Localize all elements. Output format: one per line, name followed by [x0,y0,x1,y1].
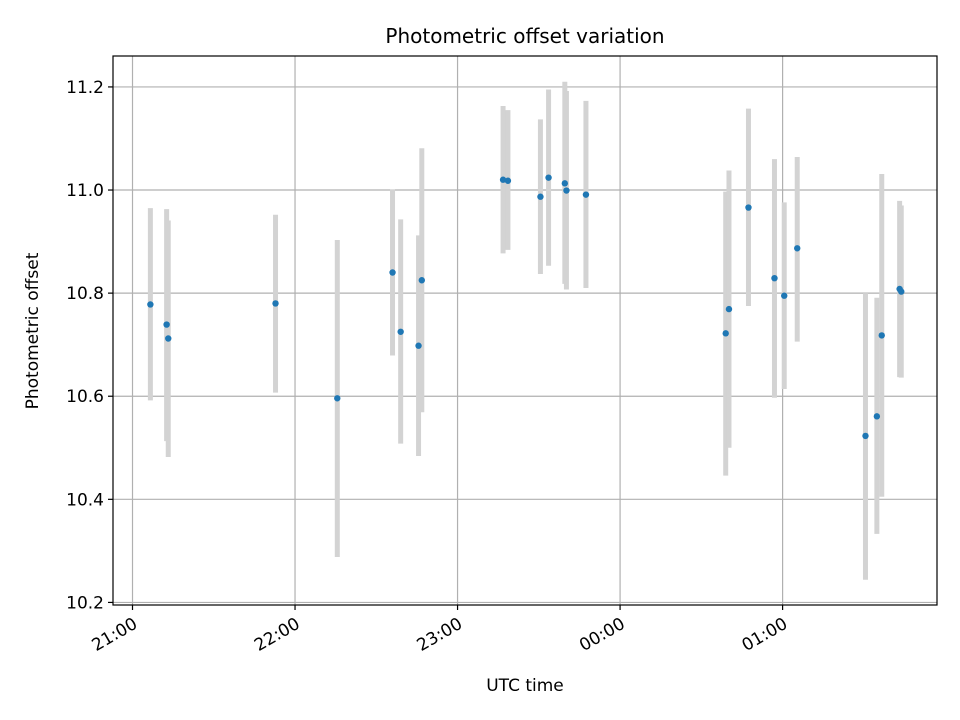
chart-title: Photometric offset variation [385,24,664,48]
data-point [334,395,341,402]
data-point [163,321,170,328]
data-point [745,204,752,211]
plot-frame [112,55,938,606]
y-tick-label: 10.2 [66,593,104,613]
data-point [561,180,569,187]
data-point [862,432,869,440]
data-point [389,269,396,276]
data-point [794,245,801,252]
y-tick-label: 10.8 [66,284,104,304]
data-point [873,413,881,420]
data-point [504,177,512,184]
y-tick-label: 11.0 [66,181,104,201]
data-point [725,305,733,313]
y-axis-label: Photometric offset [23,252,43,409]
y-axis-ticks: 10.2 10.4 10.6 10.8 11.0 11.2 [66,78,113,613]
data-point [415,342,422,349]
data-point [781,292,788,299]
data-point [878,332,885,339]
y-tick-label: 10.6 [66,387,104,407]
data-point [898,288,905,295]
y-tick-label: 11.2 [66,78,104,98]
data-point [582,191,590,198]
data-point [272,300,279,307]
data-point [397,328,404,335]
x-axis-label: UTC time [486,676,564,696]
y-tick-label: 10.4 [66,490,104,510]
data-points [147,174,905,440]
data-point [165,335,172,342]
data-point [147,301,154,308]
data-point [722,330,729,337]
data-point [418,277,425,284]
data-point [545,174,552,181]
data-point [771,274,778,282]
data-point [499,176,507,183]
data-point [563,187,570,194]
data-point [537,193,544,200]
